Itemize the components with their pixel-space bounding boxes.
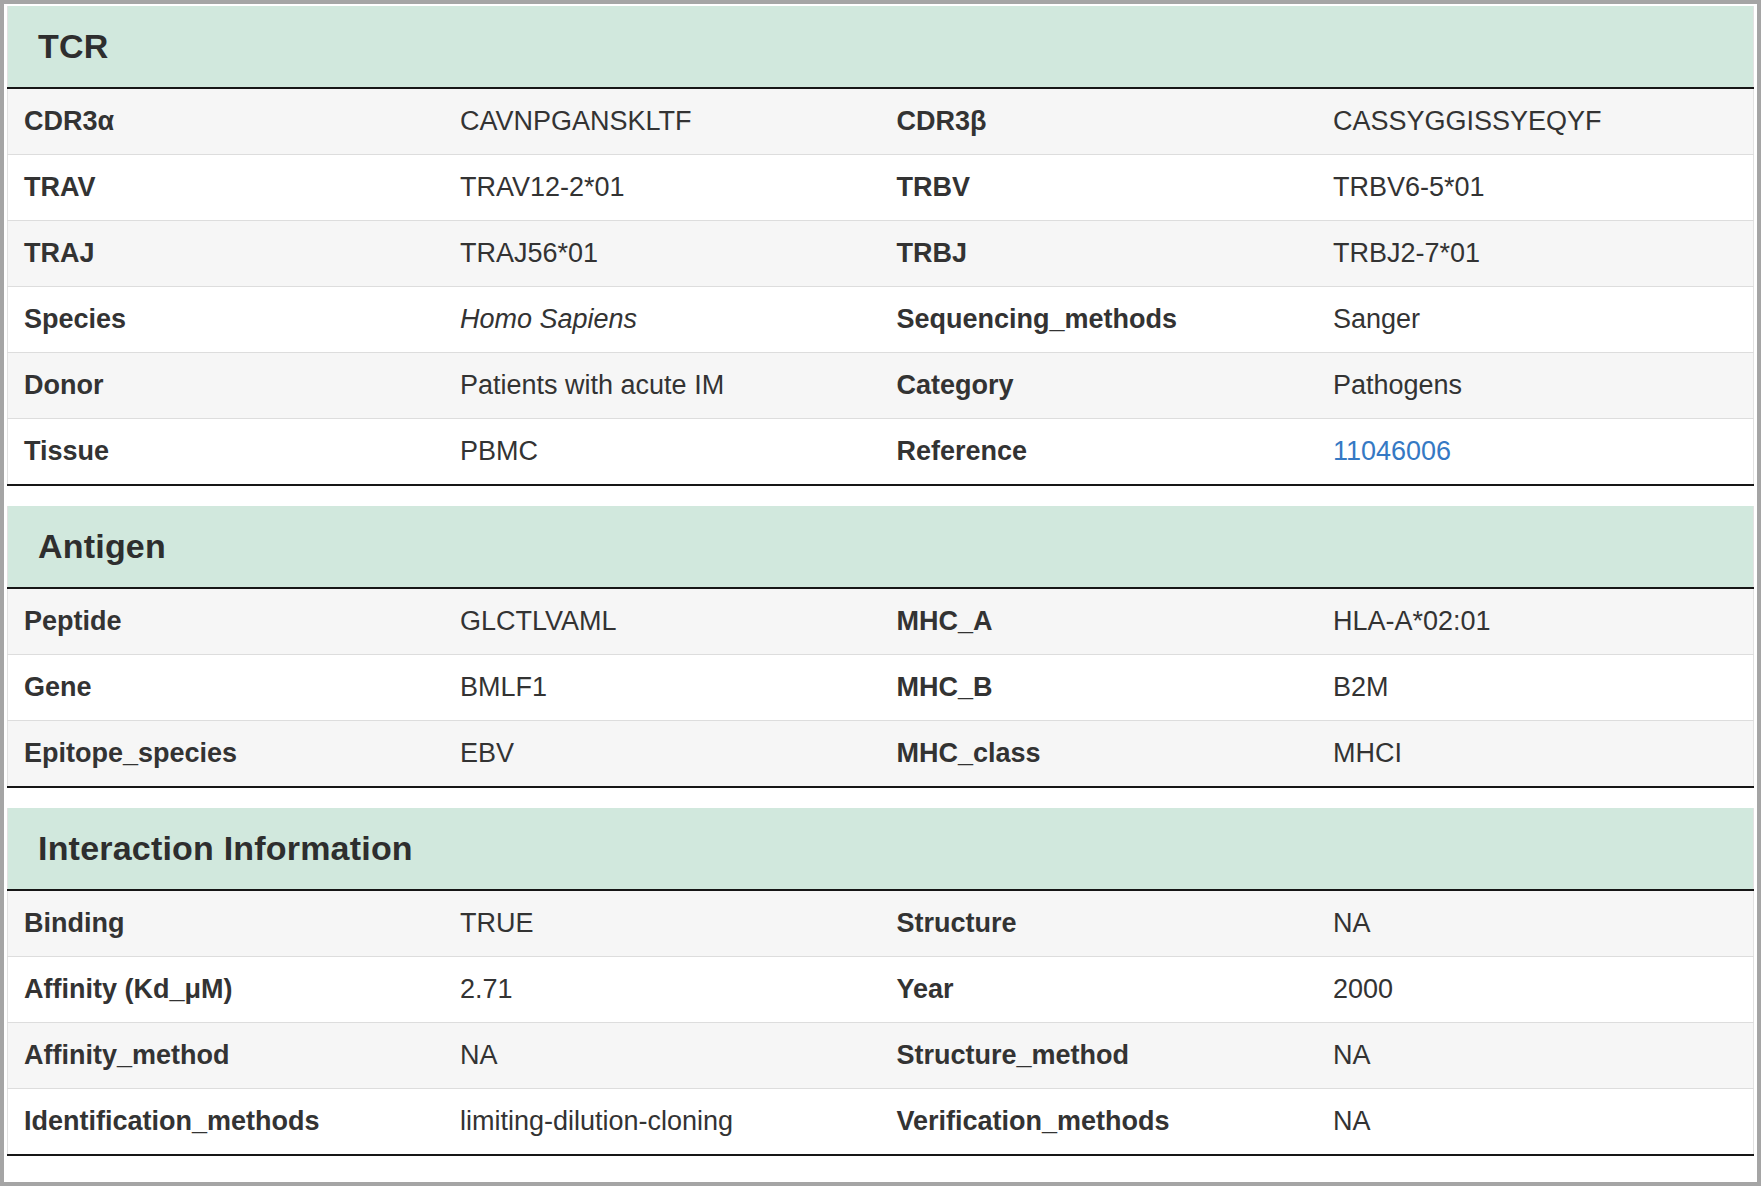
field-label-year: Year: [881, 957, 1318, 1023]
field-value-traj: TRAJ56*01: [444, 221, 881, 287]
record-detail-page: TCR CDR3α CAVNPGANSKLTF CDR3β CASSYGGISS…: [0, 0, 1761, 1186]
field-value-year: 2000: [1317, 957, 1754, 1023]
table-row: CDR3α CAVNPGANSKLTF CDR3β CASSYGGISSYEQY…: [8, 88, 1754, 155]
table-row: TRAJ TRAJ56*01 TRBJ TRBJ2-7*01: [8, 221, 1754, 287]
table-row: Epitope_species EBV MHC_class MHCI: [8, 721, 1754, 788]
section-header-row: TCR: [8, 6, 1754, 88]
field-value-structure: NA: [1317, 890, 1754, 957]
field-label-mhc-b: MHC_B: [881, 655, 1318, 721]
field-label-trbv: TRBV: [881, 155, 1318, 221]
field-label-structure: Structure: [881, 890, 1318, 957]
field-label-category: Category: [881, 353, 1318, 419]
field-label-tissue: Tissue: [8, 419, 445, 486]
field-value-mhc-b: B2M: [1317, 655, 1754, 721]
field-value-tissue: PBMC: [444, 419, 881, 486]
table-row: Affinity_method NA Structure_method NA: [8, 1023, 1754, 1089]
field-label-mhc-a: MHC_A: [881, 588, 1318, 655]
field-label-donor: Donor: [8, 353, 445, 419]
field-value-affinity-method: NA: [444, 1023, 881, 1089]
tcr-section-table: TCR CDR3α CAVNPGANSKLTF CDR3β CASSYGGISS…: [7, 6, 1754, 486]
field-value-trav: TRAV12-2*01: [444, 155, 881, 221]
field-label-sequencing-methods: Sequencing_methods: [881, 287, 1318, 353]
section-header-row: Antigen: [8, 506, 1754, 588]
interaction-section-table: Interaction Information Binding TRUE Str…: [7, 808, 1754, 1156]
field-value-cdr3a: CAVNPGANSKLTF: [444, 88, 881, 155]
field-value-trbv: TRBV6-5*01: [1317, 155, 1754, 221]
field-label-structure-method: Structure_method: [881, 1023, 1318, 1089]
table-row: Species Homo Sapiens Sequencing_methods …: [8, 287, 1754, 353]
section-title-antigen: Antigen: [8, 506, 1754, 588]
table-row: Binding TRUE Structure NA: [8, 890, 1754, 957]
field-value-peptide: GLCTLVAML: [444, 588, 881, 655]
field-value-gene: BMLF1: [444, 655, 881, 721]
section-title-interaction: Interaction Information: [8, 808, 1754, 890]
field-label-species: Species: [8, 287, 445, 353]
field-label-mhc-class: MHC_class: [881, 721, 1318, 788]
field-label-cdr3b: CDR3β: [881, 88, 1318, 155]
field-label-peptide: Peptide: [8, 588, 445, 655]
field-value-mhc-a: HLA-A*02:01: [1317, 588, 1754, 655]
table-row: Affinity (Kd_μM) 2.71 Year 2000: [8, 957, 1754, 1023]
field-value-identification-methods: limiting-dilution-cloning: [444, 1089, 881, 1156]
field-label-binding: Binding: [8, 890, 445, 957]
field-value-species: Homo Sapiens: [444, 287, 881, 353]
field-label-gene: Gene: [8, 655, 445, 721]
field-value-trbj: TRBJ2-7*01: [1317, 221, 1754, 287]
field-label-identification-methods: Identification_methods: [8, 1089, 445, 1156]
field-label-epitope-species: Epitope_species: [8, 721, 445, 788]
field-value-verification-methods: NA: [1317, 1089, 1754, 1156]
field-label-reference: Reference: [881, 419, 1318, 486]
table-row: TRAV TRAV12-2*01 TRBV TRBV6-5*01: [8, 155, 1754, 221]
field-value-cdr3b: CASSYGGISSYEQYF: [1317, 88, 1754, 155]
field-value-epitope-species: EBV: [444, 721, 881, 788]
table-row: Donor Patients with acute IM Category Pa…: [8, 353, 1754, 419]
section-header-row: Interaction Information: [8, 808, 1754, 890]
field-label-trav: TRAV: [8, 155, 445, 221]
table-row: Identification_methods limiting-dilution…: [8, 1089, 1754, 1156]
field-value-affinity-kd: 2.71: [444, 957, 881, 1023]
field-label-verification-methods: Verification_methods: [881, 1089, 1318, 1156]
field-value-mhc-class: MHCI: [1317, 721, 1754, 788]
table-row: Peptide GLCTLVAML MHC_A HLA-A*02:01: [8, 588, 1754, 655]
field-value-structure-method: NA: [1317, 1023, 1754, 1089]
section-title-tcr: TCR: [8, 6, 1754, 88]
field-value-binding: TRUE: [444, 890, 881, 957]
table-row: Tissue PBMC Reference 11046006: [8, 419, 1754, 486]
field-label-affinity-method: Affinity_method: [8, 1023, 445, 1089]
field-value-category: Pathogens: [1317, 353, 1754, 419]
field-label-cdr3a: CDR3α: [8, 88, 445, 155]
field-label-traj: TRAJ: [8, 221, 445, 287]
antigen-section-table: Antigen Peptide GLCTLVAML MHC_A HLA-A*02…: [7, 506, 1754, 788]
field-value-sequencing-methods: Sanger: [1317, 287, 1754, 353]
table-row: Gene BMLF1 MHC_B B2M: [8, 655, 1754, 721]
field-label-trbj: TRBJ: [881, 221, 1318, 287]
field-label-affinity-kd: Affinity (Kd_μM): [8, 957, 445, 1023]
reference-link[interactable]: 11046006: [1333, 436, 1451, 466]
field-value-donor: Patients with acute IM: [444, 353, 881, 419]
